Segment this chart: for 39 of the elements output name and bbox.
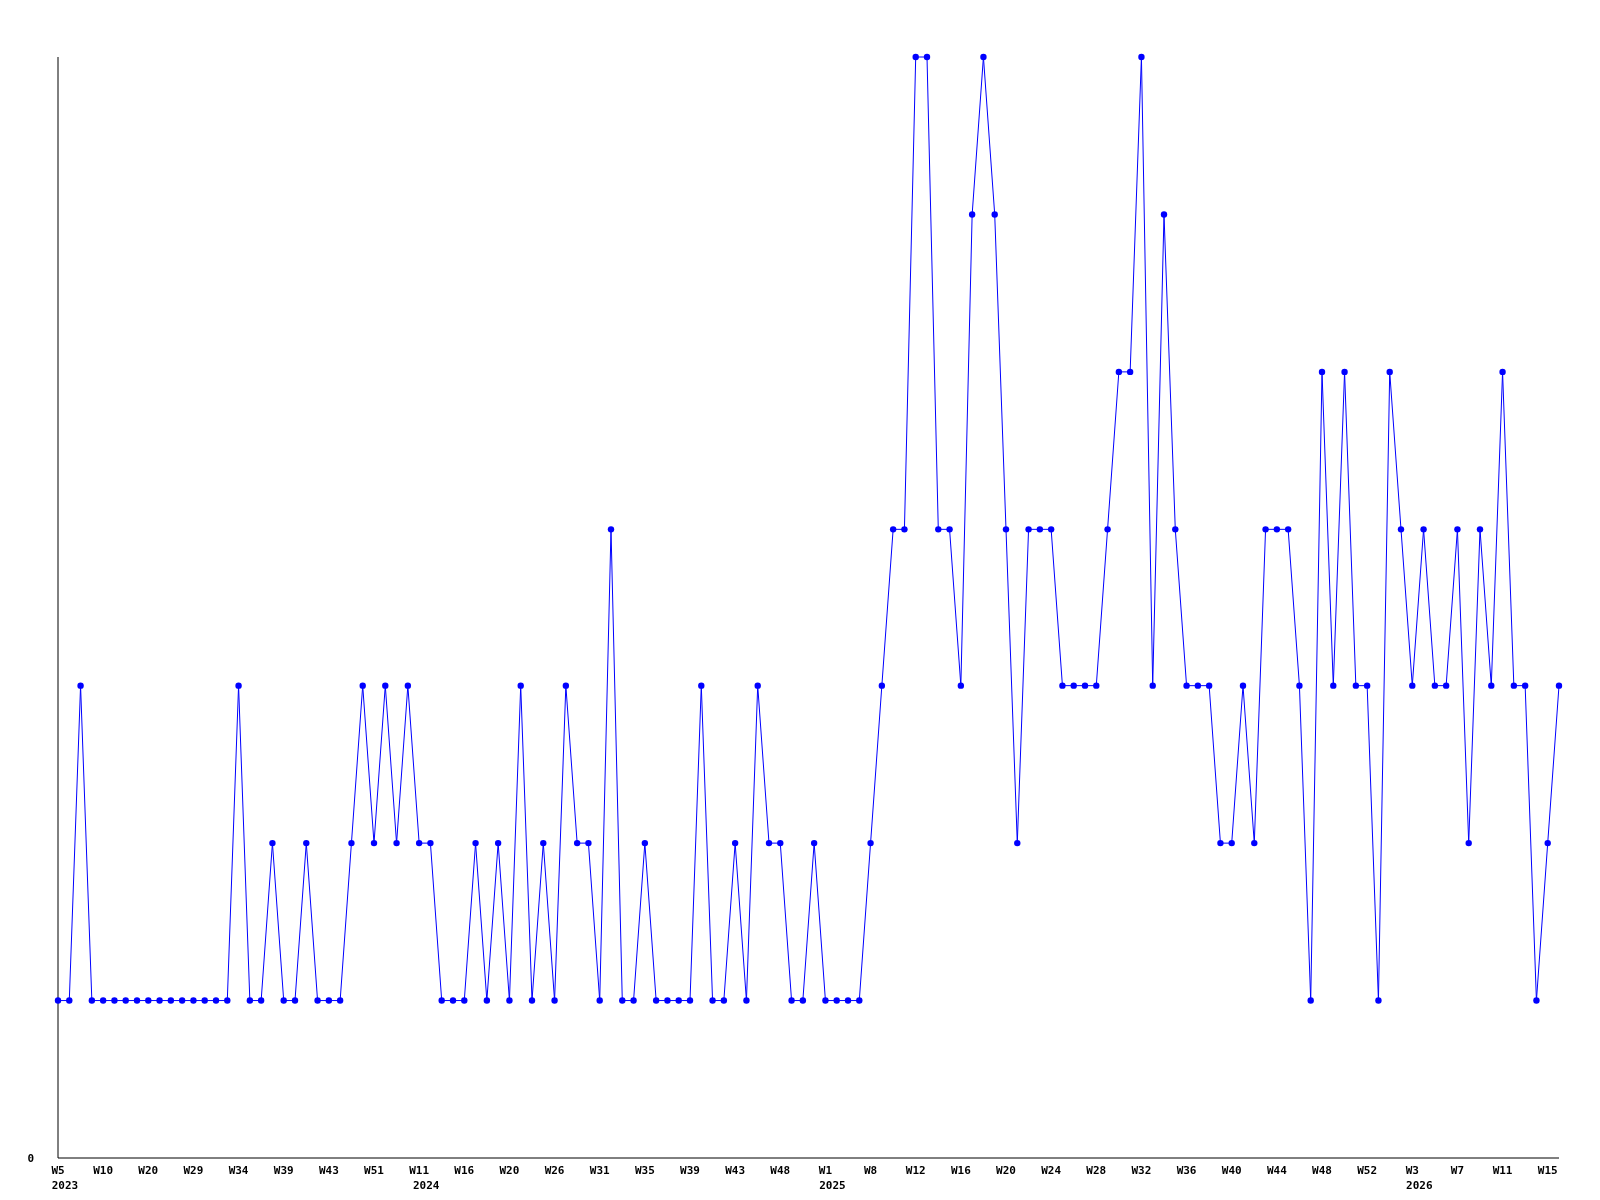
x-tick-label: W5 (51, 1164, 65, 1177)
x-tick-label: W48 (770, 1164, 791, 1177)
x-tick-label: W3 (1405, 1164, 1419, 1177)
x-tick-label: W8 (863, 1164, 878, 1177)
text: 2025 (819, 1179, 846, 1192)
x-tick-label: W24 (1041, 1164, 1062, 1177)
x-tick-label: W32 (1131, 1164, 1152, 1177)
x-tick-label: W43 (318, 1164, 339, 1177)
text: 2024 (412, 1179, 440, 1192)
x-tick-label: W11 (409, 1164, 430, 1177)
x-tick-label: W43 (725, 1164, 746, 1177)
x-tick-label: W34 (228, 1164, 249, 1177)
x-tick-label: W26 (544, 1164, 565, 1177)
text: 2026 (1406, 1179, 1433, 1192)
x-tick-label: W16 (950, 1164, 972, 1177)
x-tick-label: W39 (273, 1164, 294, 1177)
x-tick-label: W11 (1492, 1164, 1513, 1177)
x-tick-label: W16 (454, 1164, 475, 1177)
x-tick-label: W39 (680, 1164, 700, 1177)
x-tick-label: W36 (1176, 1164, 1197, 1177)
x-tick-label: W15 (1537, 1164, 1558, 1177)
x-tick-label: W51 (364, 1164, 385, 1177)
text: 2023 (51, 1179, 79, 1192)
x-tick-label: W10 (93, 1164, 114, 1177)
x-tick-label: W35 (634, 1164, 655, 1177)
x-tick-label: W20 (138, 1164, 159, 1177)
x-tick-label: W29 (183, 1164, 204, 1177)
x-tick-label: W7 (1450, 1164, 1465, 1177)
x-tick-label: W52 (1357, 1164, 1378, 1177)
x-tick-label: W20 (499, 1164, 520, 1177)
x-tick-label: W40 (1221, 1164, 1242, 1177)
x-tick-label: W1 (818, 1164, 833, 1177)
x-tick-label: W28 (1086, 1164, 1107, 1177)
text: 0 (27, 1151, 34, 1165)
x-tick-label: W12 (905, 1164, 926, 1177)
x-tick-label: W48 (1312, 1164, 1332, 1177)
x-tick-label: W20 (996, 1164, 1016, 1177)
x-tick-label: W31 (589, 1164, 611, 1177)
x-tick-label: W44 (1266, 1164, 1288, 1177)
